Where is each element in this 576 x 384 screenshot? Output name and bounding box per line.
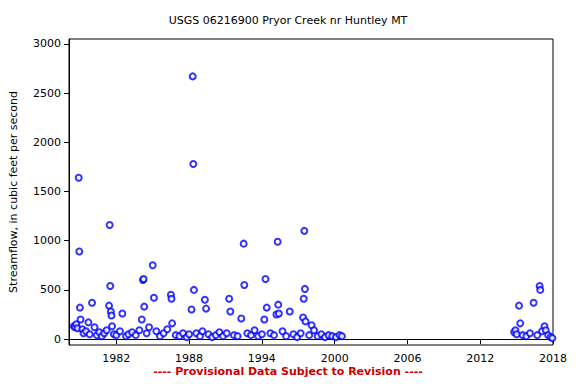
svg-text:---- Provisional Data Subject: ---- Provisional Data Subject to Revisio… [153,365,423,378]
svg-text:2006: 2006 [393,352,421,365]
svg-text:1982: 1982 [102,352,130,365]
svg-text:USGS 06216900 Pryor Creek nr H: USGS 06216900 Pryor Creek nr Huntley MT [169,14,408,27]
svg-text:2000: 2000 [321,352,349,365]
svg-text:Streamflow, in cubic feet per: Streamflow, in cubic feet per second [7,91,20,293]
svg-text:2012: 2012 [466,352,494,365]
svg-text:500: 500 [40,283,61,296]
svg-text:0: 0 [54,333,61,346]
svg-text:1000: 1000 [33,234,61,247]
svg-text:1500: 1500 [33,185,61,198]
svg-text:2500: 2500 [33,87,61,100]
svg-text:1988: 1988 [175,352,203,365]
svg-text:2018: 2018 [539,352,567,365]
svg-text:2000: 2000 [33,136,61,149]
svg-text:3000: 3000 [33,37,61,50]
svg-text:1994: 1994 [248,352,276,365]
